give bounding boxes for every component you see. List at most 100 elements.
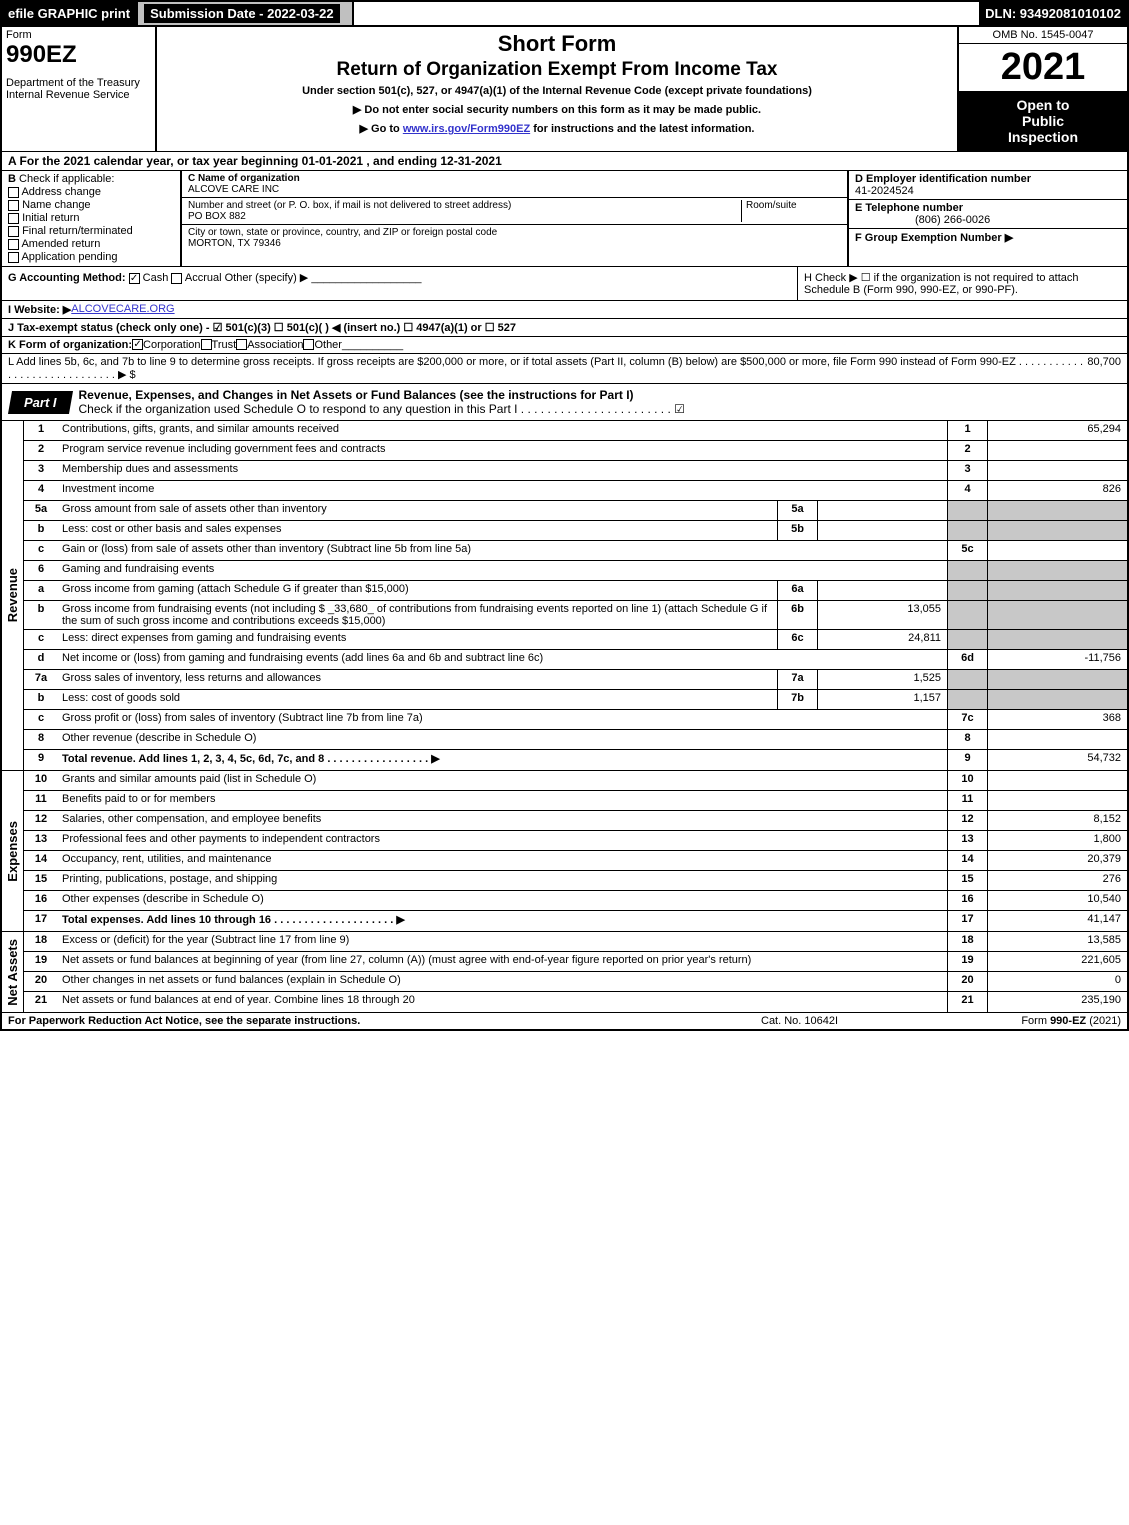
top-bar: efile GRAPHIC print Submission Date - 20… [0,0,1129,27]
line-12: 12Salaries, other compensation, and empl… [24,811,1127,831]
line-6c: cLess: direct expenses from gaming and f… [24,630,1127,650]
line-7b: bLess: cost of goods sold7b1,157 [24,690,1127,710]
expenses-table: Expenses 10Grants and similar amounts pa… [0,771,1129,932]
org-name: ALCOVE CARE INC [188,184,279,195]
header-left: Form 990EZ Department of the Treasury In… [2,27,157,151]
section-bcd: B Check if applicable: Address change Na… [0,171,1129,267]
line-k: K Form of organization: ✓ Corporation Tr… [0,337,1129,354]
line-5c: cGain or (loss) from sale of assets othe… [24,541,1127,561]
dept-1: Department of the Treasury [6,77,151,89]
city-label: City or town, state or province, country… [188,227,497,238]
line-4: 4Investment income4826 [24,481,1127,501]
section-c: C Name of organization ALCOVE CARE INC N… [182,171,847,266]
netassets-table: Net Assets 18Excess or (deficit) for the… [0,932,1129,1013]
revenue-side-label: Revenue [2,421,24,770]
line-5a: 5aGross amount from sale of assets other… [24,501,1127,521]
g-label: G Accounting Method: [8,272,126,284]
expenses-side-label: Expenses [2,771,24,931]
line-15: 15Printing, publications, postage, and s… [24,871,1127,891]
cb-trust[interactable] [201,339,212,350]
irs-link[interactable]: www.irs.gov/Form990EZ [403,123,530,135]
city-val: MORTON, TX 79346 [188,238,281,249]
org-address-block: Number and street (or P. O. box, if mail… [182,198,847,225]
g-other: Other (specify) ▶ [225,272,309,284]
ein-value: 41-2024524 [855,185,914,197]
k-label: K Form of organization: [8,339,132,351]
title-short-form: Short Form [161,31,953,57]
page-footer: For Paperwork Reduction Act Notice, see … [0,1013,1129,1031]
l-text: L Add lines 5b, 6c, and 7b to line 9 to … [8,356,1087,381]
instr2-pre: ▶ Go to [360,123,403,135]
line-17: 17Total expenses. Add lines 10 through 1… [24,911,1127,931]
section-b: B Check if applicable: Address change Na… [2,171,182,266]
header-mid: Short Form Return of Organization Exempt… [157,27,957,151]
badge-2: Public [963,113,1123,129]
addr-val: PO BOX 882 [188,211,246,222]
footer-right: Form 990-EZ (2021) [941,1015,1121,1027]
line-6d: dNet income or (loss) from gaming and fu… [24,650,1127,670]
c-name-label: C Name of organization [188,173,300,184]
public-inspection-badge: Open to Public Inspection [959,91,1127,151]
line-21: 21Net assets or fund balances at end of … [24,992,1127,1012]
badge-3: Inspection [963,129,1123,145]
cb-association[interactable] [236,339,247,350]
line-19: 19Net assets or fund balances at beginni… [24,952,1127,972]
org-city-block: City or town, state or province, country… [182,225,847,251]
f-label: F Group Exemption Number ▶ [855,232,1013,244]
title-main: Return of Organization Exempt From Incom… [161,59,953,81]
i-label: I Website: ▶ [8,303,71,316]
form-header: Form 990EZ Department of the Treasury In… [0,27,1129,152]
cb-initial-return[interactable]: Initial return [8,212,174,224]
cb-application-pending[interactable]: Application pending [8,251,174,263]
line-i: I Website: ▶ ALCOVECARE.ORG [0,301,1129,319]
line-6: 6Gaming and fundraising events [24,561,1127,581]
b-check-if: Check if applicable: [19,173,114,185]
submission-date-label: Submission Date - 2022-03-22 [144,4,340,23]
efile-label: efile GRAPHIC print [2,2,138,25]
cb-amended-return[interactable]: Amended return [8,238,174,250]
subtitle: Under section 501(c), 527, or 4947(a)(1)… [161,85,953,97]
header-right: OMB No. 1545-0047 2021 Open to Public In… [957,27,1127,151]
phone-value: (806) 266-0026 [855,214,990,226]
line-20: 20Other changes in net assets or fund ba… [24,972,1127,992]
line-7c: cGross profit or (loss) from sales of in… [24,710,1127,730]
line-11: 11Benefits paid to or for members11 [24,791,1127,811]
dln-label: DLN: 93492081010102 [979,2,1127,25]
line-10: 10Grants and similar amounts paid (list … [24,771,1127,791]
cb-name-change[interactable]: Name change [8,199,174,211]
d-label: D Employer identification number [855,173,1031,185]
revenue-table: Revenue 1Contributions, gifts, grants, a… [0,421,1129,771]
line-7a: 7aGross sales of inventory, less returns… [24,670,1127,690]
line-16: 16Other expenses (describe in Schedule O… [24,891,1127,911]
cb-final-return[interactable]: Final return/terminated [8,225,174,237]
cb-address-change[interactable]: Address change [8,186,174,198]
line-6a: aGross income from gaming (attach Schedu… [24,581,1127,601]
cb-cash[interactable]: ✓ [129,273,140,284]
instruction-1: ▶ Do not enter social security numbers o… [161,103,953,116]
omb-number: OMB No. 1545-0047 [959,27,1127,44]
addr-label: Number and street (or P. O. box, if mail… [188,200,511,211]
website-link[interactable]: ALCOVECARE.ORG [71,303,174,316]
line-l: L Add lines 5b, 6c, and 7b to line 9 to … [0,354,1129,384]
line-8: 8Other revenue (describe in Schedule O)8 [24,730,1127,750]
form-word: Form [6,29,151,41]
line-13: 13Professional fees and other payments t… [24,831,1127,851]
line-1: 1Contributions, gifts, grants, and simil… [24,421,1127,441]
l-value: 80,700 [1087,356,1121,381]
section-def: D Employer identification number 41-2024… [847,171,1127,266]
form-number: 990EZ [6,41,151,69]
instruction-2: ▶ Go to www.irs.gov/Form990EZ for instru… [161,122,953,135]
org-name-block: C Name of organization ALCOVE CARE INC [182,171,847,198]
cb-accrual[interactable] [171,273,182,284]
cb-other[interactable] [303,339,314,350]
cb-corporation[interactable]: ✓ [132,339,143,350]
dept-2: Internal Revenue Service [6,89,151,101]
part-1-tab: Part I [8,391,73,414]
line-g: G Accounting Method: ✓ Cash Accrual Othe… [2,267,797,300]
section-f: F Group Exemption Number ▶ [849,229,1127,246]
line-6b: bGross income from fundraising events (n… [24,601,1127,630]
line-h: H Check ▶ ☐ if the organization is not r… [797,267,1127,300]
netassets-side-label: Net Assets [2,932,24,1012]
instr2-post: for instructions and the latest informat… [530,123,754,135]
j-text: J Tax-exempt status (check only one) - ☑… [8,321,516,334]
